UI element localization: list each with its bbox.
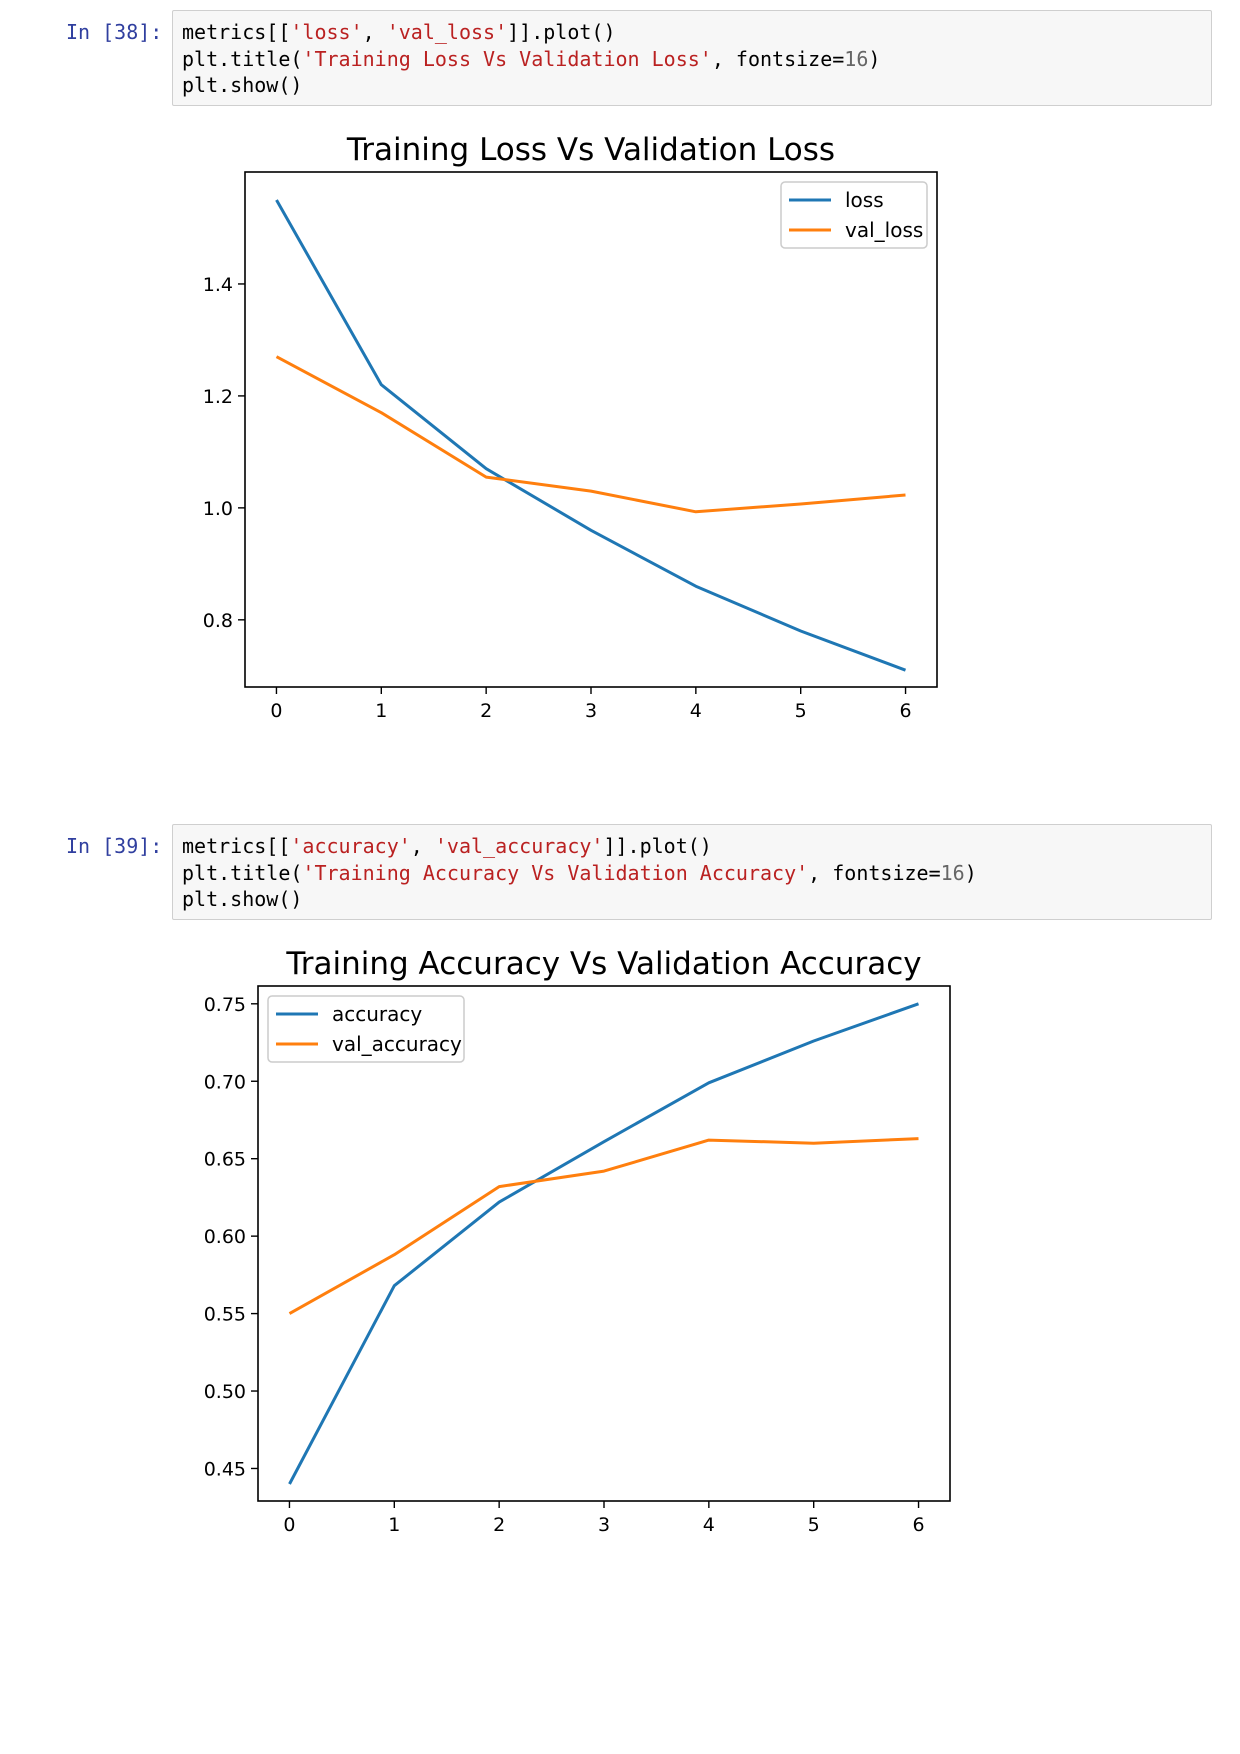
code-line: metrics[['accuracy', 'val_accuracy']].pl…	[182, 834, 712, 858]
code-line: metrics[['loss', 'val_loss']].plot()	[182, 20, 616, 44]
x-tick-label: 2	[493, 1514, 505, 1536]
x-tick-label: 6	[899, 700, 911, 722]
series-line-accuracy	[288, 1002, 920, 1485]
y-tick-label: 0.70	[204, 1071, 246, 1093]
chart-title: Training Accuracy Vs Validation Accuracy	[285, 946, 921, 982]
code-cell-input[interactable]: metrics[['loss', 'val_loss']].plot() plt…	[172, 10, 1212, 106]
cell-prompt: In [38]:	[66, 20, 163, 44]
x-tick-label: 4	[703, 1514, 715, 1536]
legend-label: val_accuracy	[332, 1032, 462, 1056]
chart-title: Training Loss Vs Validation Loss	[346, 132, 835, 168]
legend-label: accuracy	[332, 1002, 422, 1026]
y-tick-label: 0.60	[204, 1226, 246, 1248]
x-tick-label: 6	[912, 1514, 924, 1536]
code-line: plt.show()	[182, 887, 303, 911]
plot-frame	[257, 985, 951, 1502]
x-tick-label: 2	[480, 700, 492, 722]
x-tick-label: 5	[808, 1514, 820, 1536]
code-line: plt.title('Training Accuracy Vs Validati…	[182, 860, 977, 885]
code-line: plt.show()	[182, 73, 303, 97]
y-tick-label: 0.65	[204, 1149, 246, 1171]
y-tick-label: 0.55	[204, 1304, 246, 1326]
series-line-val_accuracy	[288, 1137, 919, 1315]
x-tick-label: 5	[795, 700, 807, 722]
x-tick-label: 3	[585, 700, 597, 722]
x-tick-label: 1	[388, 1514, 400, 1536]
code-cell-input[interactable]: metrics[['accuracy', 'val_accuracy']].pl…	[172, 824, 1212, 920]
x-tick-label: 0	[283, 1514, 295, 1536]
accuracy-chart: Training Accuracy Vs Validation Accuracy…	[204, 946, 951, 1536]
y-tick-label: 0.45	[204, 1458, 246, 1480]
loss-chart: Training Loss Vs Validation Loss 0 1 2 3 4 5 6 0…	[203, 132, 938, 722]
y-tick-label: 1.0	[203, 498, 233, 520]
y-tick-label: 1.4	[203, 274, 233, 296]
plot-frame	[244, 171, 938, 688]
y-tick-label: 0.75	[204, 994, 246, 1016]
series-line-val_loss	[275, 355, 906, 514]
code-line: plt.title('Training Loss Vs Validation L…	[182, 46, 881, 71]
x-tick-label: 0	[270, 700, 282, 722]
legend-label: loss	[845, 188, 884, 212]
x-tick-label: 1	[375, 700, 387, 722]
cell-prompt: In [39]:	[66, 834, 163, 858]
x-tick-label: 3	[598, 1514, 610, 1536]
y-tick-label: 1.2	[203, 386, 233, 408]
series-line-loss	[275, 199, 907, 672]
y-tick-label: 0.50	[204, 1381, 246, 1403]
legend-label: val_loss	[845, 218, 923, 242]
y-tick-label: 0.8	[203, 610, 233, 632]
x-tick-label: 4	[690, 700, 702, 722]
